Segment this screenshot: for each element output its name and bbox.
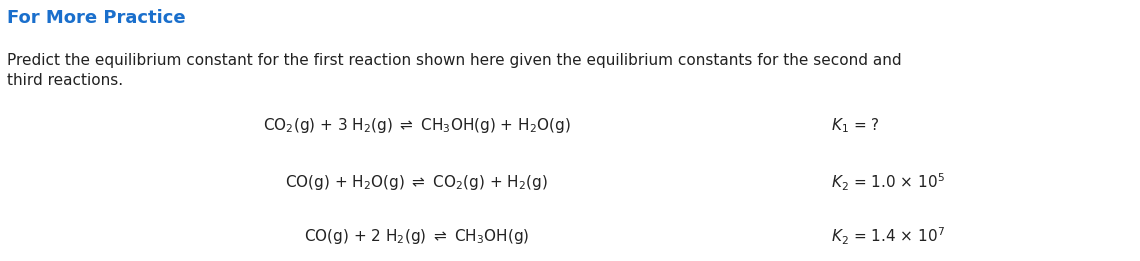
Text: $K_2$ = 1.0 × 10$^5$: $K_2$ = 1.0 × 10$^5$ [831, 171, 945, 193]
Text: For More Practice: For More Practice [7, 9, 186, 27]
Text: CO(g) + H$_2$O(g) $\rightleftharpoons$ CO$_2$(g) + H$_2$(g): CO(g) + H$_2$O(g) $\rightleftharpoons$ C… [285, 173, 548, 192]
Text: $K_2$ = 1.4 × 10$^7$: $K_2$ = 1.4 × 10$^7$ [831, 226, 945, 247]
Text: Predict the equilibrium constant for the first reaction shown here given the equ: Predict the equilibrium constant for the… [7, 53, 902, 88]
Text: $K_1$ = ?: $K_1$ = ? [831, 116, 880, 135]
Text: CO$_2$(g) + 3 H$_2$(g) $\rightleftharpoons$ CH$_3$OH(g) + H$_2$O(g): CO$_2$(g) + 3 H$_2$(g) $\rightleftharpoo… [262, 116, 570, 135]
Text: CO(g) + 2 H$_2$(g) $\rightleftharpoons$ CH$_3$OH(g): CO(g) + 2 H$_2$(g) $\rightleftharpoons$ … [303, 227, 529, 246]
